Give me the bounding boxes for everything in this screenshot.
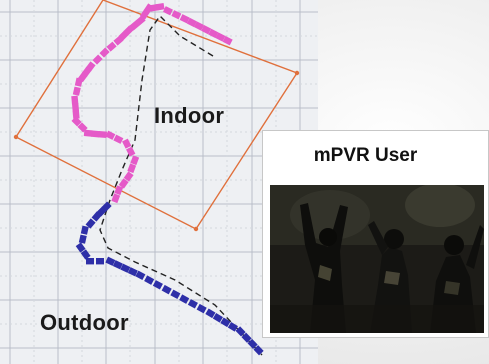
outdoor-track-point xyxy=(86,258,94,265)
outdoor-track-point xyxy=(80,225,89,235)
indoor-track-point xyxy=(122,138,132,149)
outdoor-track-point xyxy=(96,258,104,265)
user-video-frame xyxy=(270,185,484,333)
pedestrian-figures-icon xyxy=(270,185,484,333)
indoor-track-point xyxy=(113,35,124,46)
indoor-track-point xyxy=(179,14,190,24)
outdoor-track-point xyxy=(247,338,258,350)
outdoor-track-point xyxy=(75,242,86,253)
outdoor-track-point xyxy=(170,289,181,300)
indoor-track-point xyxy=(99,47,110,58)
indoor-track-point xyxy=(91,130,100,138)
indoor-track-point xyxy=(106,41,117,52)
outdoor-track-point xyxy=(253,345,264,356)
indoor-track-point xyxy=(171,10,182,20)
outdoor-track-point xyxy=(127,267,138,277)
reference-path xyxy=(99,14,263,356)
panel-title: mPVR User xyxy=(313,145,418,166)
outdoor-track-point xyxy=(112,260,123,270)
indoor-track-point xyxy=(113,134,124,144)
indoor-track-point xyxy=(193,21,204,31)
outdoor-track-point xyxy=(78,234,87,244)
indoor-track-point xyxy=(201,25,212,35)
outdoor-track-point xyxy=(212,313,223,323)
outdoor-track-point xyxy=(220,317,231,328)
indoor-track-point xyxy=(130,155,140,166)
indoor-label: Indoor xyxy=(154,103,225,128)
outdoor-track-point xyxy=(135,270,146,281)
indoor-track-point xyxy=(72,110,80,119)
outdoor-track-point xyxy=(161,284,172,295)
indoor-track-point xyxy=(135,15,146,26)
outdoor-track-point xyxy=(227,322,238,332)
indoor-track-point xyxy=(71,102,80,112)
outdoor-track xyxy=(75,201,264,356)
indoor-track-point xyxy=(215,32,226,42)
outdoor-track-point xyxy=(241,332,252,343)
outdoor-track-point xyxy=(85,218,96,229)
indoor-track-point xyxy=(92,54,103,65)
indoor-track-point xyxy=(127,163,137,174)
indoor-track-point xyxy=(71,116,82,127)
outdoor-track-point xyxy=(235,326,246,337)
indoor-track-point xyxy=(162,6,173,16)
outdoor-track-point xyxy=(120,263,131,273)
indoor-track-point xyxy=(74,77,83,87)
indoor-track-point xyxy=(72,86,81,96)
indoor-track-point xyxy=(123,171,134,182)
boundary-vertices xyxy=(13,70,300,232)
indoor-track xyxy=(71,2,233,204)
indoor-track-point xyxy=(126,146,136,157)
outdoor-label: Outdoor xyxy=(40,310,129,335)
indoor-track-point xyxy=(71,95,79,105)
indoor-track-point xyxy=(222,36,233,46)
indoor-track-point xyxy=(186,17,197,28)
user-video-panel: mPVR User xyxy=(262,130,489,338)
outdoor-track-point xyxy=(144,275,155,285)
indoor-track-point xyxy=(208,28,219,39)
indoor-track-point xyxy=(114,185,124,196)
outdoor-track-point xyxy=(105,256,116,266)
outdoor-track-point xyxy=(179,294,190,304)
outdoor-track-point xyxy=(91,211,102,222)
indoor-track-point xyxy=(98,130,108,139)
outdoor-track-point xyxy=(205,308,216,319)
indoor-track-point xyxy=(118,178,129,189)
outdoor-track-point xyxy=(80,249,91,260)
indoor-track-point xyxy=(111,193,121,204)
indoor-track-point xyxy=(105,130,116,140)
outdoor-track-point xyxy=(196,303,207,314)
indoor-track-point xyxy=(129,20,140,31)
outdoor-track-point xyxy=(187,299,198,309)
indoor-track-point xyxy=(83,129,93,137)
outdoor-track-point xyxy=(152,280,163,290)
